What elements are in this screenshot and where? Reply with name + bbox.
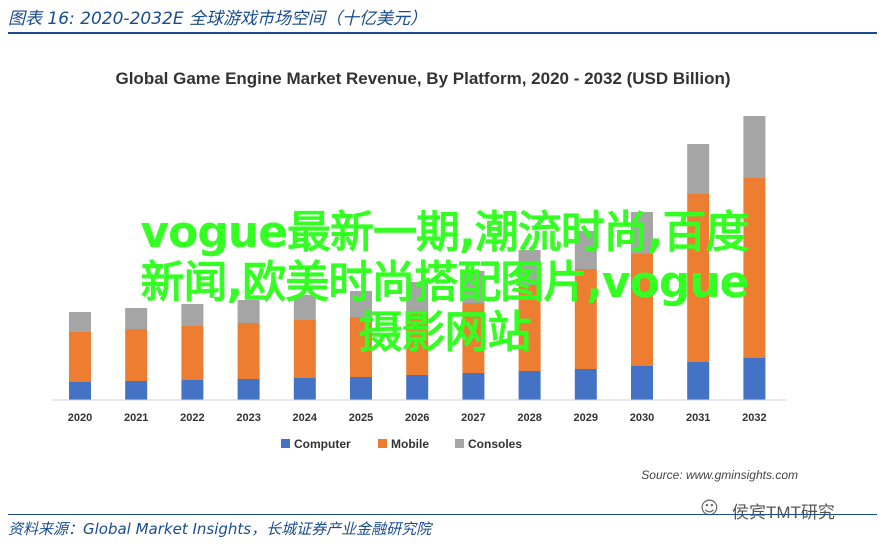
x-tick-2029: 2029 bbox=[574, 412, 598, 424]
wechat-icon: ☺ bbox=[700, 498, 719, 519]
x-tick-2020: 2020 bbox=[68, 412, 92, 424]
bar-computer-2026 bbox=[406, 375, 429, 400]
legend-label-consoles: Consoles bbox=[468, 437, 522, 451]
legend-swatch-computer bbox=[281, 439, 290, 448]
bar-mobile-2028 bbox=[518, 285, 541, 371]
bar-consoles-2032 bbox=[743, 116, 766, 178]
chart-title: Global Game Engine Market Revenue, By Pl… bbox=[115, 69, 730, 88]
bar-computer-2025 bbox=[350, 377, 372, 400]
bottom-divider bbox=[8, 514, 877, 515]
bar-computer-2027 bbox=[462, 373, 485, 400]
bar-computer-2028 bbox=[518, 371, 541, 400]
bar-mobile-2026 bbox=[406, 311, 429, 375]
x-tick-2031: 2031 bbox=[686, 412, 710, 424]
bar-consoles-2021 bbox=[125, 308, 148, 329]
bar-computer-2029 bbox=[574, 369, 597, 400]
legend-label-mobile: Mobile bbox=[391, 437, 429, 451]
bar-consoles-2023 bbox=[237, 300, 260, 323]
bar-mobile-2025 bbox=[350, 317, 372, 377]
legend-label-computer: Computer bbox=[294, 437, 351, 451]
overlay-line-1: vogue最新一期,潮流时尚,百度 bbox=[140, 207, 749, 258]
x-tick-2021: 2021 bbox=[124, 412, 148, 424]
bar-mobile-2022 bbox=[181, 326, 204, 380]
bar-mobile-2021 bbox=[125, 329, 148, 381]
x-tick-labels: 2020 2021 2022 2023 2024 2025 2026 2027 2028 2029… bbox=[68, 412, 767, 424]
x-tick-2026: 2026 bbox=[405, 412, 429, 424]
overlay-line-3: 摄影网站 bbox=[358, 307, 532, 358]
x-tick-2032: 2032 bbox=[742, 412, 766, 424]
bar-computer-2020 bbox=[69, 382, 91, 400]
x-tick-2022: 2022 bbox=[180, 412, 204, 424]
bar-computer-2022 bbox=[181, 380, 204, 400]
bar-consoles-2028 bbox=[518, 250, 541, 285]
bar-computer-2023 bbox=[237, 379, 260, 400]
bar-mobile-2027 bbox=[462, 303, 485, 373]
x-tick-2025: 2025 bbox=[349, 412, 373, 424]
bar-consoles-2020 bbox=[69, 312, 91, 332]
bar-mobile-2020 bbox=[69, 332, 91, 382]
x-tick-2030: 2030 bbox=[630, 412, 654, 424]
watermark-overlay: vogue最新一期,潮流时尚,百度 新闻,欧美时尚搭配图片,vogue 摄影网站 bbox=[0, 208, 889, 358]
legend-swatch-consoles bbox=[455, 439, 464, 448]
source-note: 资料来源：Global Market Insights，长城证券产业金融研究院 bbox=[8, 520, 432, 538]
figure-title: 图表 16: 2020-2032E 全球游戏市场空间（十亿美元） bbox=[8, 9, 427, 29]
x-tick-2023: 2023 bbox=[236, 412, 260, 424]
overlay-line-2: 新闻,欧美时尚搭配图片,vogue bbox=[140, 257, 749, 308]
bar-consoles-2027 bbox=[462, 271, 485, 303]
bar-computer-2032 bbox=[743, 358, 766, 400]
bar-computer-2024 bbox=[293, 378, 316, 400]
bar-computer-2031 bbox=[687, 362, 710, 400]
watermark-text: 侯宾TMT研究 bbox=[732, 503, 835, 522]
bar-consoles-2022 bbox=[181, 304, 204, 326]
chart-source: Source: www.gminsights.com bbox=[641, 468, 798, 482]
bar-mobile-2030 bbox=[631, 254, 653, 366]
bar-computer-2030 bbox=[631, 366, 653, 400]
bar-mobile-2031 bbox=[687, 194, 710, 362]
bar-consoles-2026 bbox=[406, 282, 429, 311]
bar-consoles-2030 bbox=[631, 212, 653, 254]
x-tick-2027: 2027 bbox=[461, 412, 485, 424]
x-tick-2024: 2024 bbox=[293, 412, 318, 424]
bar-mobile-2032 bbox=[743, 178, 766, 358]
bar-consoles-2024 bbox=[293, 295, 316, 320]
bar-consoles-2031 bbox=[687, 144, 710, 194]
legend-swatch-mobile bbox=[378, 439, 387, 448]
bar-mobile-2023 bbox=[237, 323, 260, 379]
bar-consoles-2029 bbox=[574, 231, 597, 269]
x-tick-2028: 2028 bbox=[517, 412, 541, 424]
bar-consoles-2025 bbox=[350, 291, 372, 317]
bar-mobile-2029 bbox=[574, 269, 597, 369]
bar-group bbox=[69, 116, 766, 400]
legend: Computer Mobile Consoles bbox=[281, 437, 522, 451]
bar-computer-2021 bbox=[125, 381, 148, 400]
top-divider bbox=[8, 32, 877, 34]
bar-mobile-2024 bbox=[293, 320, 316, 378]
